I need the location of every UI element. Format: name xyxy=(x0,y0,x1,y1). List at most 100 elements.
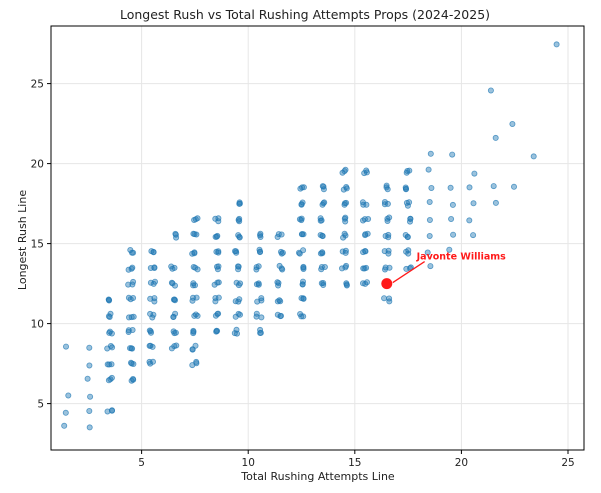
data-point xyxy=(363,201,370,208)
data-point xyxy=(384,215,391,222)
data-point xyxy=(362,248,369,255)
data-point xyxy=(298,295,305,302)
data-point xyxy=(319,232,326,239)
data-point xyxy=(363,167,370,174)
data-point xyxy=(65,392,72,399)
data-point xyxy=(361,265,368,272)
data-point xyxy=(233,330,240,337)
data-point xyxy=(170,313,177,320)
data-point xyxy=(151,295,158,302)
data-point xyxy=(341,200,348,207)
data-point xyxy=(212,312,219,319)
data-point xyxy=(147,310,154,317)
data-point xyxy=(215,218,222,225)
data-point xyxy=(274,279,281,286)
data-point xyxy=(104,345,111,352)
data-point xyxy=(381,248,388,255)
data-point xyxy=(471,170,478,177)
data-point xyxy=(299,184,306,191)
data-point xyxy=(127,345,134,352)
data-point xyxy=(236,234,243,241)
data-point xyxy=(530,153,537,160)
data-point xyxy=(384,200,391,207)
data-point xyxy=(342,232,349,239)
data-point xyxy=(125,328,132,335)
data-point xyxy=(487,87,494,94)
data-point xyxy=(470,232,477,239)
grid xyxy=(51,26,584,450)
data-point xyxy=(318,263,325,270)
data-point xyxy=(425,166,432,173)
data-point xyxy=(106,313,113,320)
data-point xyxy=(255,263,262,270)
data-point xyxy=(151,264,158,271)
data-point xyxy=(300,295,307,302)
data-point xyxy=(428,184,435,191)
data-point xyxy=(426,232,433,239)
data-point xyxy=(130,294,137,301)
data-point xyxy=(553,41,560,48)
data-point xyxy=(359,217,366,224)
data-point xyxy=(62,409,69,416)
data-point xyxy=(106,361,113,368)
data-point xyxy=(492,199,499,206)
data-point xyxy=(150,248,157,255)
data-point xyxy=(194,266,201,273)
data-point xyxy=(300,264,307,271)
x-tick-label: 15 xyxy=(348,457,361,469)
data-point xyxy=(381,295,388,302)
data-point xyxy=(190,328,197,335)
data-point xyxy=(300,184,307,191)
data-point xyxy=(171,264,178,271)
highlight-arrow xyxy=(392,261,425,284)
y-axis-label: Longest Rush Line xyxy=(16,190,29,290)
x-axis-label: Total Rushing Attempts Line xyxy=(240,470,395,483)
data-point xyxy=(277,313,284,320)
data-point xyxy=(258,314,265,321)
data-point xyxy=(193,358,200,365)
data-point xyxy=(104,408,111,415)
data-point xyxy=(86,344,93,351)
data-point xyxy=(105,377,112,384)
y-tick-label: 25 xyxy=(31,79,44,91)
x-tick-label: 25 xyxy=(561,457,574,469)
highlight-point xyxy=(381,278,393,290)
data-point xyxy=(191,250,198,257)
x-tick-label: 10 xyxy=(242,457,255,469)
data-point xyxy=(299,199,306,206)
data-point xyxy=(149,343,156,350)
data-point xyxy=(447,184,454,191)
data-point xyxy=(342,249,349,256)
data-point xyxy=(275,231,282,238)
data-point xyxy=(191,216,198,223)
data-point xyxy=(257,329,264,336)
data-point xyxy=(427,263,434,270)
data-point xyxy=(342,214,349,221)
data-point xyxy=(298,215,305,222)
data-point xyxy=(254,298,261,305)
data-point xyxy=(446,246,453,253)
data-point xyxy=(105,296,112,303)
data-point xyxy=(386,298,393,305)
data-point xyxy=(84,375,91,382)
data-points xyxy=(61,41,560,431)
data-point xyxy=(170,328,177,335)
data-point xyxy=(236,218,243,225)
data-point xyxy=(127,246,134,253)
data-point xyxy=(404,202,411,209)
data-point xyxy=(448,215,455,222)
data-point xyxy=(363,279,370,286)
data-point xyxy=(129,264,136,271)
data-point xyxy=(128,314,135,321)
chart-title: Longest Rush vs Total Rushing Attempts P… xyxy=(120,7,490,22)
data-point xyxy=(490,183,497,190)
data-point xyxy=(190,282,197,289)
data-point xyxy=(317,250,324,257)
data-point xyxy=(125,281,132,288)
data-point xyxy=(450,231,457,238)
data-point xyxy=(149,358,156,365)
data-point xyxy=(233,249,240,256)
data-point xyxy=(173,234,180,241)
data-point xyxy=(192,342,199,349)
data-point xyxy=(255,281,262,288)
